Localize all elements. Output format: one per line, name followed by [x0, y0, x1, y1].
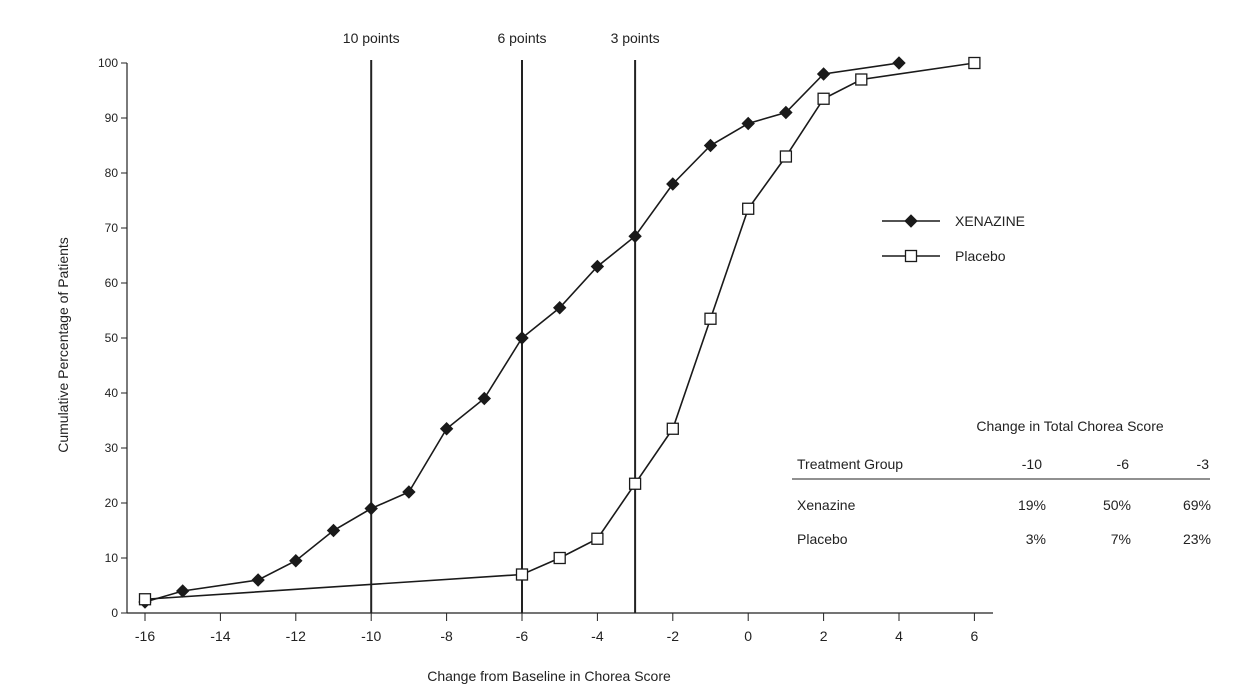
data-point [628, 229, 642, 243]
x-tick-label: -6 [516, 628, 529, 644]
legend-label: XENAZINE [955, 213, 1025, 229]
reference-line-label: 10 points [343, 30, 400, 46]
data-point [892, 56, 906, 70]
table-header-col-3: -3 [1197, 456, 1210, 472]
data-point [175, 584, 190, 598]
data-point [590, 259, 605, 274]
data-point [591, 532, 604, 545]
series-layer [138, 56, 981, 609]
data-point [364, 501, 378, 516]
legend-label: Placebo [955, 248, 1006, 264]
x-axis-title: Change from Baseline in Chorea Score [427, 668, 671, 684]
table-row-xenazine-col-3: 69% [1183, 497, 1211, 513]
data-point [779, 150, 793, 163]
series-placebo [138, 56, 981, 606]
table-header-group: Treatment Group [797, 456, 903, 472]
y-tick-label: 10 [105, 551, 119, 565]
x-tick-label: 6 [971, 628, 979, 644]
data-point [779, 105, 793, 120]
data-point [553, 551, 566, 565]
y-tick-label: 80 [105, 166, 119, 180]
series-xenazine [138, 56, 906, 609]
data-point [628, 477, 642, 490]
data-point [816, 67, 831, 81]
table-header-col-6: -6 [1117, 456, 1130, 472]
table-title: Change in Total Chorea Score [976, 418, 1164, 434]
data-point [326, 523, 341, 538]
y-axis-title: Cumulative Percentage of Patients [55, 237, 71, 453]
x-tick-label: -4 [591, 628, 604, 644]
data-point [742, 202, 755, 215]
legend-marker [904, 214, 918, 228]
table-row-placebo-col-3: 23% [1183, 531, 1211, 547]
data-point [817, 92, 830, 105]
data-point [704, 312, 717, 325]
data-point [402, 485, 416, 499]
data-point [289, 554, 303, 568]
x-tick-label: -16 [135, 628, 155, 644]
y-tick-label: 20 [105, 496, 119, 510]
reference-lines: 10 points 6 points 3 points [343, 30, 660, 613]
data-point [477, 391, 492, 406]
table-row-placebo-col-10: 3% [1026, 531, 1046, 547]
x-tick-label: -8 [440, 628, 453, 644]
y-tick-label: 70 [105, 221, 119, 235]
y-tick-label: 90 [105, 111, 119, 125]
data-point [666, 422, 679, 435]
y-tick-label: 50 [105, 331, 119, 345]
legend-marker [904, 249, 918, 263]
x-tick-label: 4 [895, 628, 903, 644]
x-tick-label: -2 [667, 628, 680, 644]
data-point [855, 73, 868, 86]
table-header-col-10: -10 [1022, 456, 1042, 472]
x-tick-label: -12 [286, 628, 306, 644]
data-point [703, 138, 718, 153]
series-line [144, 62, 975, 601]
data-point [515, 568, 529, 581]
y-tick-label: 60 [105, 276, 119, 290]
y-tick-label: 100 [98, 56, 118, 70]
data-point [968, 56, 981, 70]
y-tick-label: 40 [105, 386, 119, 400]
data-point [741, 116, 755, 131]
y-tick-label: 0 [111, 606, 118, 620]
x-tick-label: 2 [820, 628, 828, 644]
data-point [552, 301, 567, 315]
x-tick-label: 0 [744, 628, 752, 644]
table-row-placebo-col-6: 7% [1111, 531, 1131, 547]
chart-legend: XENAZINE Placebo [882, 213, 1025, 264]
table-row-xenazine-col-10: 19% [1018, 497, 1046, 513]
x-tick-label: -10 [361, 628, 381, 644]
y-tick-label: 30 [105, 441, 119, 455]
table-row-xenazine-col-6: 50% [1103, 497, 1131, 513]
data-point [251, 573, 265, 587]
x-tick-label: -14 [210, 628, 230, 644]
table-row-xenazine-label: Xenazine [797, 497, 856, 513]
summary-table: Change in Total Chorea Score Treatment G… [792, 418, 1211, 547]
data-point [439, 422, 454, 436]
table-row-placebo-label: Placebo [797, 531, 848, 547]
data-point [666, 177, 680, 191]
data-point [138, 593, 152, 606]
reference-line-label: 3 points [611, 30, 660, 46]
data-point [515, 331, 529, 345]
reference-line-label: 6 points [497, 30, 546, 46]
